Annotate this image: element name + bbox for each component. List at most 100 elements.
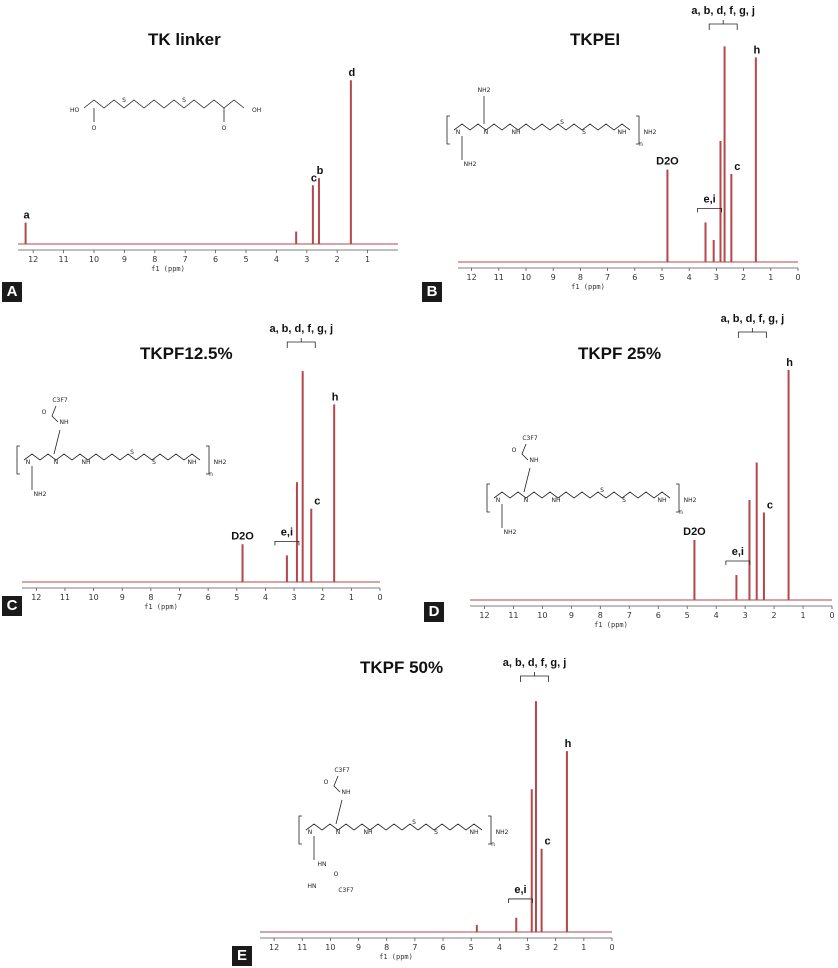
- panel-title: TKPF 50%: [360, 658, 444, 677]
- peak-label: h: [786, 357, 793, 369]
- tick-label: 10: [521, 273, 531, 282]
- tick-label: 6: [213, 255, 218, 264]
- bracket-left: [298, 815, 302, 845]
- tick-label: 5: [685, 611, 690, 620]
- atom-label: S: [122, 97, 126, 104]
- annotation-ei: e,i: [703, 193, 715, 205]
- tick-label: 0: [609, 943, 614, 952]
- bracket-left: [486, 483, 490, 513]
- tick-label: 7: [605, 273, 610, 282]
- annotation-bracket: [508, 898, 533, 903]
- tick-label: 8: [152, 255, 157, 264]
- atom-label: HO: [70, 107, 80, 114]
- tick-label: 7: [412, 943, 417, 952]
- peak-label-d2o: D2O: [656, 156, 679, 168]
- annotation-bracket: [520, 672, 549, 682]
- atom-label: O: [42, 409, 47, 416]
- atom-label: n: [639, 141, 643, 148]
- peak-label-d2o: D2O: [683, 526, 706, 538]
- atom-label: NH2: [496, 829, 509, 836]
- x-axis-label: f1 (ppm): [594, 621, 628, 629]
- tick-label: 12: [28, 255, 38, 264]
- atom-label: NH2: [464, 161, 477, 168]
- annotation-group: a, b, d, f, g, j: [503, 657, 567, 669]
- tick-label: 4: [687, 273, 692, 282]
- bracket-left: [446, 115, 450, 145]
- tick-label: 6: [440, 943, 445, 952]
- x-axis-label: f1 (ppm): [379, 953, 413, 961]
- atom-label: N: [496, 497, 501, 504]
- peak-label: h: [565, 738, 572, 750]
- tick-label: 8: [148, 593, 153, 602]
- atom-label: N: [456, 129, 461, 136]
- peak-label: b: [317, 165, 324, 177]
- tick-label: 10: [537, 611, 547, 620]
- atom-label: NH: [60, 419, 69, 426]
- annotation-group: a, b, d, f, g, j: [721, 313, 785, 325]
- peak-label-d2o: D2O: [231, 530, 254, 542]
- atom-label: NH2: [214, 459, 227, 466]
- annotation-c: c: [314, 496, 320, 508]
- atom-label: O: [92, 125, 97, 132]
- annotation-bracket: [274, 540, 300, 546]
- atom-label: NH: [470, 829, 479, 836]
- atom-label: O: [222, 125, 227, 132]
- atom-label: NH: [342, 789, 351, 796]
- x-axis-label: f1 (ppm): [151, 265, 185, 273]
- bracket-right: [488, 815, 492, 845]
- atom-label: NH2: [684, 497, 697, 504]
- atom-label: O: [324, 779, 329, 786]
- tick-label: 9: [356, 943, 361, 952]
- annotation-ei: e,i: [281, 526, 293, 538]
- tick-label: 1: [581, 943, 586, 952]
- tick-label: 8: [384, 943, 389, 952]
- annotation-c: c: [545, 836, 551, 848]
- atom-label: N: [26, 459, 31, 466]
- atom-label: N: [484, 129, 489, 136]
- tick-label: 4: [274, 255, 279, 264]
- bond-chain: [493, 491, 671, 499]
- tick-label: 12: [467, 273, 477, 282]
- atom-label: S: [412, 819, 416, 826]
- annotation-c: c: [767, 500, 773, 512]
- tick-label: 12: [479, 611, 489, 620]
- tick-label: 12: [269, 943, 279, 952]
- tick-label: 0: [377, 593, 382, 602]
- tick-label: 11: [59, 255, 69, 264]
- tick-label: 2: [772, 611, 777, 620]
- bond-chain: [453, 123, 631, 131]
- annotation-bracket: [697, 208, 722, 213]
- peak-label: d: [349, 67, 356, 79]
- atom-label: NH: [552, 497, 561, 504]
- atom-label: S: [434, 829, 438, 836]
- tick-label: 3: [743, 611, 748, 620]
- atom-label: C3F7: [52, 397, 67, 404]
- atom-label: S: [152, 459, 156, 466]
- atom-label: S: [130, 449, 134, 456]
- molecule-structure: C3F7 O NH N N NH S S NH NH2 HN O HN C3F7 n: [298, 767, 509, 894]
- peak-label: a: [24, 210, 31, 222]
- tick-label: 4: [497, 943, 502, 952]
- tick-label: 8: [598, 611, 603, 620]
- annotation-bracket: [286, 338, 316, 348]
- bond-chain: [23, 453, 201, 461]
- tick-label: 9: [120, 593, 125, 602]
- x-axis-label: f1 (ppm): [144, 603, 178, 611]
- tick-label: 10: [89, 255, 99, 264]
- atom-label: S: [600, 487, 604, 494]
- bond: [333, 775, 343, 825]
- bracket-right: [206, 445, 210, 475]
- atom-label: NH2: [644, 129, 657, 136]
- atom-label: n: [491, 841, 495, 848]
- annotation-c: c: [734, 161, 740, 173]
- peak-label: h: [753, 44, 760, 56]
- atom-label: n: [679, 509, 683, 516]
- bond: [51, 405, 61, 455]
- tick-label: 6: [656, 611, 661, 620]
- bond-chain: [83, 99, 245, 109]
